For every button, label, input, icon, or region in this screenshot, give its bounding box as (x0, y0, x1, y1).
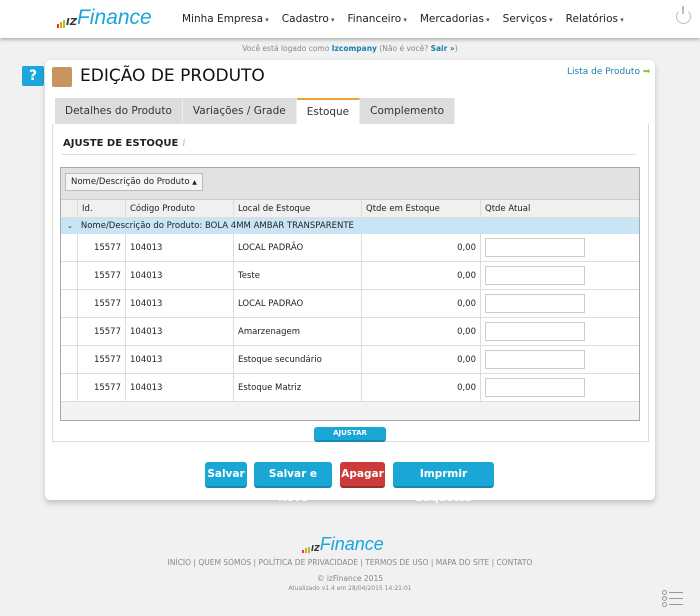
current-qty-input[interactable] (485, 350, 585, 369)
tab-variacoes[interactable]: Variações / Grade (182, 98, 297, 124)
cell-code: 104013 (126, 374, 234, 401)
help-button[interactable]: ? (22, 66, 44, 86)
table-row: 15577 104013 LOCAL PADRAO 0,00 (61, 290, 639, 318)
cell-qty: 0,00 (362, 318, 481, 345)
product-list-link[interactable]: Lista de Produto (567, 67, 650, 77)
divider (62, 154, 636, 155)
list-menu-icon[interactable] (662, 590, 683, 608)
current-qty-input[interactable] (485, 266, 585, 285)
table-row: 15577 104013 Estoque Matriz 0,00 (61, 374, 639, 402)
cell-local: LOCAL PADRÃO (234, 234, 362, 261)
cell-qty: 0,00 (362, 262, 481, 289)
save-button[interactable]: Salvar (205, 462, 247, 488)
tabs: Detalhes do Produto Variações / Grade Es… (55, 98, 456, 124)
header-row: Id. Código Produto Local de Estoque Qtde… (61, 200, 639, 218)
tab-detalhes[interactable]: Detalhes do Produto (55, 98, 183, 124)
cell-qty: 0,00 (362, 234, 481, 261)
cell-id: 15577 (78, 290, 126, 317)
menu-minha-empresa[interactable]: Minha Empresa (182, 13, 269, 25)
col-local[interactable]: Local de Estoque (234, 200, 362, 217)
page-title: EDIÇÃO DE PRODUTO (80, 66, 265, 86)
cell-code: 104013 (126, 290, 234, 317)
section-title: AJUSTE DE ESTOQUE i (63, 138, 186, 149)
col-code[interactable]: Código Produto (126, 200, 234, 217)
current-qty-input[interactable] (485, 238, 585, 257)
cell-qty: 0,00 (362, 290, 481, 317)
tab-complemento[interactable]: Complemento (360, 98, 456, 124)
print-labels-button[interactable]: Imprmir Etiquetas (393, 462, 494, 504)
cell-id: 15577 (78, 346, 126, 373)
cell-local: LOCAL PADRAO (234, 290, 362, 317)
power-icon[interactable] (676, 6, 691, 24)
cell-local: Amarzenagem (234, 318, 362, 345)
col-id[interactable]: Id. (78, 200, 126, 217)
user-link[interactable]: Izcompany (331, 44, 377, 53)
menu-cadastro[interactable]: Cadastro (282, 13, 335, 25)
info-icon[interactable]: i (182, 138, 186, 149)
cell-qty: 0,00 (362, 374, 481, 401)
cell-id: 15577 (78, 374, 126, 401)
footer-link[interactable]: MAPA DO SITE (435, 558, 490, 567)
collapse-icon[interactable]: ⌄ (67, 222, 73, 230)
cell-code: 104013 (126, 318, 234, 345)
group-panel: Nome/Descrição do Produto ▲ (61, 168, 639, 200)
sort-up-icon: ▲ (192, 179, 197, 186)
updated-info: Atualizado v1.4 em 28/04/2015 14:21:01 (288, 585, 412, 592)
footer-logo: IZ Finance (302, 535, 384, 553)
cell-id: 15577 (78, 318, 126, 345)
footer-link[interactable]: POLÍTICA DE PRIVACIDADE (258, 558, 359, 567)
cell-local: Estoque Matriz (234, 374, 362, 401)
group-by-button[interactable]: Nome/Descrição do Produto ▲ (65, 173, 203, 191)
cell-id: 15577 (78, 262, 126, 289)
cell-qty: 0,00 (362, 346, 481, 373)
cell-code: 104013 (126, 346, 234, 373)
menu-mercadorias[interactable]: Mercadorias (420, 13, 490, 25)
table-row: 15577 104013 LOCAL PADRÃO 0,00 (61, 234, 639, 262)
cell-code: 104013 (126, 262, 234, 289)
menu-servicos[interactable]: Serviços (503, 13, 553, 25)
save-new-button[interactable]: Salvar e Novo (254, 462, 332, 504)
product-box-icon (52, 67, 72, 87)
logo-bars-icon (302, 547, 310, 553)
logout-link[interactable]: Sair » (430, 44, 455, 53)
menu-relatorios[interactable]: Relatórios (566, 13, 624, 25)
col-current[interactable]: Qtde Atual (485, 203, 531, 214)
tab-estoque[interactable]: Estoque (296, 98, 361, 124)
logo-bars-icon (57, 20, 65, 28)
stock-grid: Nome/Descrição do Produto ▲ Id. Código P… (60, 167, 640, 421)
top-header: IZ Finance Minha Empresa Cadastro Financ… (0, 0, 700, 38)
group-row[interactable]: ⌄ Nome/Descrição do Produto: BOLA 4MM AMB… (61, 218, 639, 234)
login-status: Você está logado como Izcompany (Não é v… (242, 44, 458, 53)
footer-links: INÍCIO | QUEM SOMOS | POLÍTICA DE PRIVAC… (167, 558, 533, 567)
footer-link[interactable]: QUEM SOMOS (198, 558, 252, 567)
cell-local: Teste (234, 262, 362, 289)
main-menu: Minha Empresa Cadastro Financeiro Mercad… (182, 13, 624, 25)
menu-financeiro[interactable]: Financeiro (348, 13, 407, 25)
cell-id: 15577 (78, 234, 126, 261)
table-row: 15577 104013 Estoque secundário 0,00 (61, 346, 639, 374)
cell-code: 104013 (126, 234, 234, 261)
logo[interactable]: IZ Finance (57, 7, 152, 28)
cell-local: Estoque secundário (234, 346, 362, 373)
adjust-stock-button[interactable]: AJUSTAR ESTOQUE (314, 427, 386, 450)
delete-button[interactable]: Apagar (340, 462, 385, 488)
footer-link[interactable]: INÍCIO (167, 558, 192, 567)
footer-link[interactable]: TERMOS DE USO (365, 558, 429, 567)
col-qty[interactable]: Qtde em Estoque (362, 200, 481, 217)
copyright: © izFinance 2015 (316, 574, 384, 583)
table-row: 15577 104013 Teste 0,00 (61, 262, 639, 290)
current-qty-input[interactable] (485, 378, 585, 397)
table-row: 15577 104013 Amarzenagem 0,00 (61, 318, 639, 346)
current-qty-input[interactable] (485, 294, 585, 313)
current-qty-input[interactable] (485, 322, 585, 341)
footer-link[interactable]: CONTATO (496, 558, 533, 567)
